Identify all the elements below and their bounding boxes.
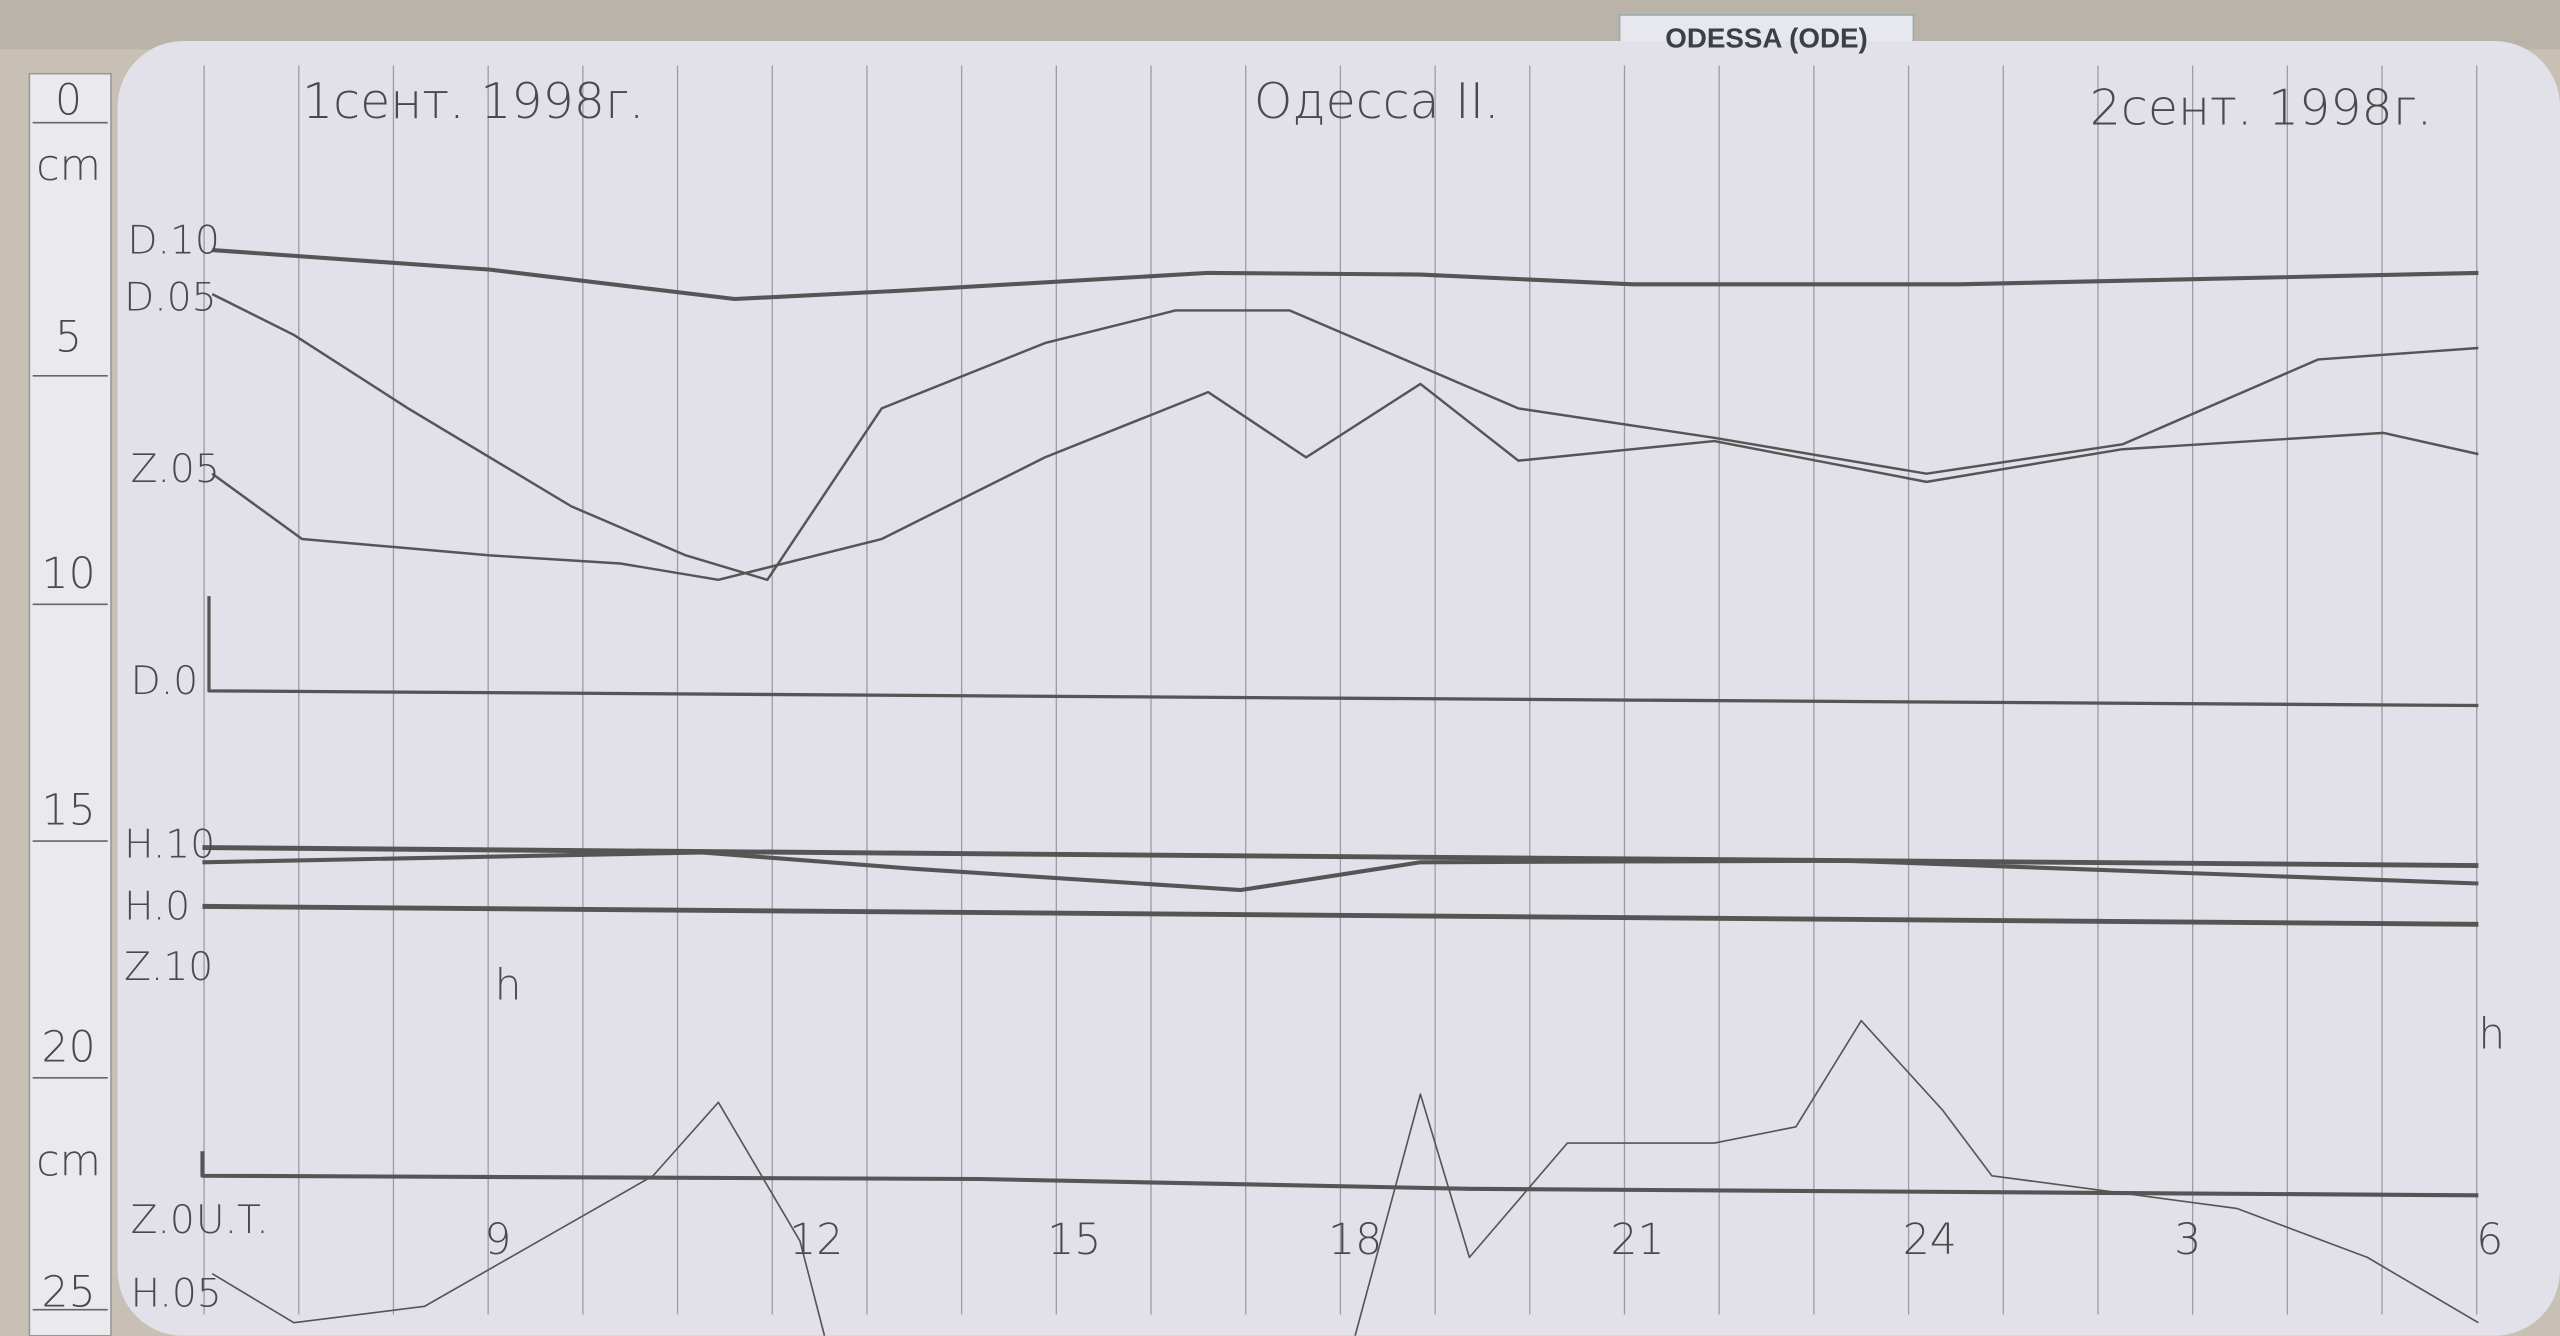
hour-label: 12 xyxy=(789,1216,843,1265)
ruler-label: 5 xyxy=(55,313,82,362)
trace-z10 xyxy=(202,903,2479,927)
traces xyxy=(200,248,2479,1336)
trace-label: U.T. xyxy=(196,1198,269,1243)
hour-label: 9 xyxy=(484,1216,511,1265)
trace-label: D.0 xyxy=(131,659,199,704)
hour-label: 18 xyxy=(1328,1216,1382,1265)
station-title: Одесса II. xyxy=(1254,73,1500,130)
ruler xyxy=(28,72,112,1336)
trace-h05 xyxy=(211,1019,2479,1336)
trace-label: D.05 xyxy=(124,275,216,320)
trace-z0 xyxy=(200,1151,2479,1198)
paper xyxy=(117,41,2560,1336)
trace-d05 xyxy=(211,293,2479,582)
trace-label: H.05 xyxy=(131,1271,222,1316)
trace-label: H.0 xyxy=(124,884,190,929)
ruler-label: cm xyxy=(36,142,101,191)
trace-z05 xyxy=(211,382,2479,582)
sign-text: ODESSA (ODE) xyxy=(1665,23,1867,54)
trace-h0 xyxy=(202,850,2479,893)
hour-label: 24 xyxy=(1903,1216,1957,1265)
ruler-label: 0 xyxy=(55,77,82,126)
ruler-label: 15 xyxy=(42,787,96,836)
hour-label: 3 xyxy=(2174,1216,2201,1265)
hour-label: 15 xyxy=(1047,1216,1101,1265)
trace-label: D.10 xyxy=(127,218,219,263)
unit-mark: h xyxy=(495,961,522,1010)
labels: ODESSA (ODE) 1сент. 1998г. Одесса II. 2сент… xyxy=(36,23,2505,1318)
trace-d0 xyxy=(207,596,2479,708)
trace-label: Z.10 xyxy=(124,945,213,990)
hour-label: 6 xyxy=(2476,1216,2503,1265)
ruler-label: 20 xyxy=(42,1023,96,1072)
trace-label: Z.05 xyxy=(131,447,220,492)
trace-label: H.10 xyxy=(124,822,215,867)
date-right: 2сент. 1998г. xyxy=(2090,79,2432,136)
trace-label: Z.0 xyxy=(131,1198,195,1243)
unit-mark: h xyxy=(2478,1010,2505,1059)
ruler-label: 25 xyxy=(42,1268,96,1317)
trace-d10 xyxy=(212,248,2479,302)
ruler-label: cm xyxy=(36,1138,101,1187)
date-left: 1сент. 1998г. xyxy=(302,73,644,130)
trace-h10 xyxy=(202,845,2479,868)
ruler-label: 10 xyxy=(42,550,96,599)
hour-label: 21 xyxy=(1611,1216,1665,1265)
